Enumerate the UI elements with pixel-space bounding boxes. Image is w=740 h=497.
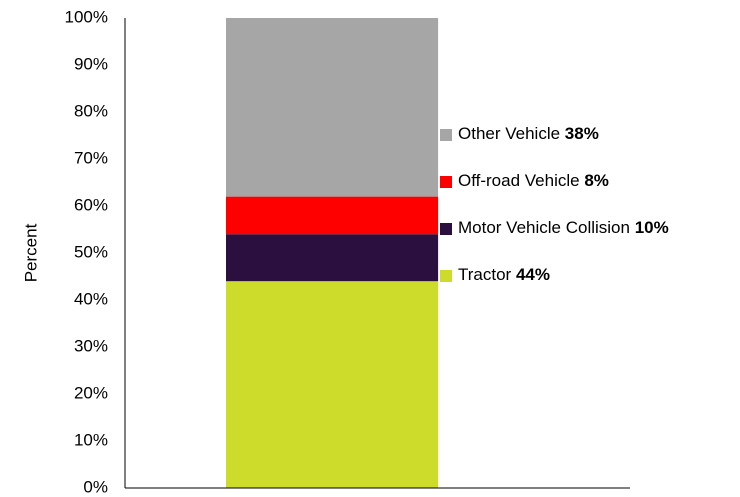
y-tick-label: 70% [74,148,108,167]
y-tick-label: 100% [65,7,108,26]
bar-segment [226,18,439,197]
y-tick-label: 60% [74,195,108,214]
legend-value: 44% [516,265,550,284]
legend-name: Tractor [458,265,512,284]
bar-segment [226,281,439,488]
y-tick-label: 90% [74,54,108,73]
legend-swatch [440,223,452,235]
y-tick-label: 50% [74,242,108,261]
legend-label: Off-road Vehicle 8% [458,171,609,190]
legend-name: Other Vehicle [458,124,560,143]
y-tick-label: 20% [74,383,108,402]
legend-value: 10% [635,218,669,237]
y-tick-label: 30% [74,336,108,355]
legend-swatch [440,270,452,282]
y-tick-label: 0% [83,477,108,496]
legend-swatch [440,176,452,188]
legend-value: 8% [584,171,609,190]
y-tick-label: 80% [74,101,108,120]
legend-name: Motor Vehicle Collision [458,218,630,237]
bar-segment [226,234,439,282]
legend-name: Off-road Vehicle [458,171,580,190]
legend-label: Other Vehicle 38% [458,124,599,143]
legend-swatch [440,129,452,141]
y-axis-label: Percent [21,223,40,282]
bar-segment [226,196,439,235]
legend-label: Tractor 44% [458,265,550,284]
y-tick-label: 10% [74,430,108,449]
legend-value: 38% [565,124,599,143]
legend-label: Motor Vehicle Collision 10% [458,218,669,237]
y-tick-label: 40% [74,289,108,308]
